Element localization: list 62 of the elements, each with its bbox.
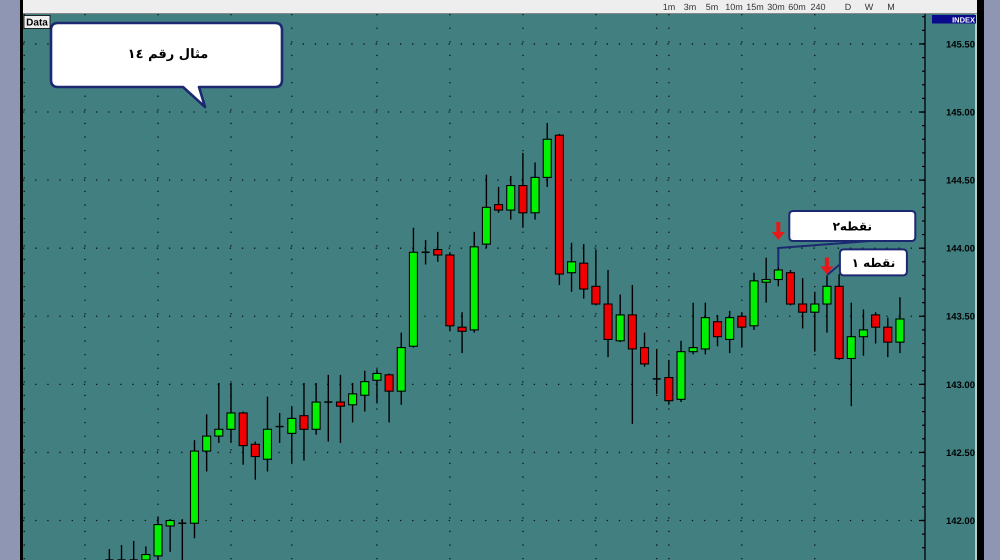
text: Data <box>26 18 48 29</box>
candlestick <box>166 518 175 553</box>
y-tick-label: 143.00 <box>946 380 975 391</box>
text: M <box>887 2 895 12</box>
candlestick <box>725 310 734 354</box>
y-tick-label: 142.00 <box>946 516 975 527</box>
candlestick <box>762 257 771 304</box>
candlestick <box>420 239 430 266</box>
candlestick <box>141 546 150 560</box>
candlestick <box>688 302 698 356</box>
candlestick <box>858 308 868 356</box>
text: 10m <box>725 2 743 12</box>
y-tick-label: 144.00 <box>946 244 975 255</box>
candlestick <box>458 311 467 354</box>
candlestick <box>846 302 856 407</box>
text: 240 <box>810 2 826 12</box>
candlestick <box>214 382 224 444</box>
text: 30m <box>767 2 785 12</box>
candlestick <box>348 382 358 424</box>
candlestick <box>712 314 722 347</box>
y-tick-label: 142.50 <box>946 448 975 459</box>
text: W <box>864 2 874 12</box>
text: مثال رقم ١٤ <box>128 47 208 62</box>
text: 3m <box>684 2 696 12</box>
candlestick <box>274 412 284 444</box>
candlestick <box>324 374 334 442</box>
text: 60m <box>788 2 806 12</box>
candlestick <box>591 248 600 306</box>
candlestick <box>895 296 904 354</box>
candlestick <box>494 186 504 214</box>
annotation: نقطه ١ <box>852 256 896 270</box>
candlestick <box>360 370 370 412</box>
y-tick-label: 145.00 <box>946 107 975 118</box>
candlestick <box>737 311 746 348</box>
candlestick <box>433 231 442 263</box>
candlestick <box>664 359 674 406</box>
candlestick <box>287 405 296 464</box>
candlestick <box>883 316 892 358</box>
candlestick <box>384 372 394 424</box>
candlestick <box>202 414 212 472</box>
candlestick <box>810 291 820 352</box>
candlestick <box>250 440 260 480</box>
text: 5m <box>706 2 718 12</box>
candlestick <box>178 518 188 560</box>
candlestick <box>226 382 236 444</box>
candlestick <box>822 274 832 334</box>
y-tick-label: 145.50 <box>946 39 975 50</box>
candlestick <box>640 332 650 368</box>
candlestick <box>652 348 662 395</box>
candlestick <box>774 265 783 288</box>
text: 15m <box>746 2 764 12</box>
y-tick-label: 144.50 <box>946 176 975 187</box>
annotation: نقطه٢ <box>832 220 872 234</box>
candlestick <box>871 311 880 344</box>
y-tick-label: 143.50 <box>946 312 975 323</box>
candlestick <box>566 242 576 292</box>
text: D <box>844 2 852 12</box>
candlestick <box>336 374 345 444</box>
candlestick <box>299 382 309 462</box>
text: 1m <box>662 2 676 12</box>
candlestick <box>798 277 808 330</box>
candlestick <box>372 368 382 404</box>
